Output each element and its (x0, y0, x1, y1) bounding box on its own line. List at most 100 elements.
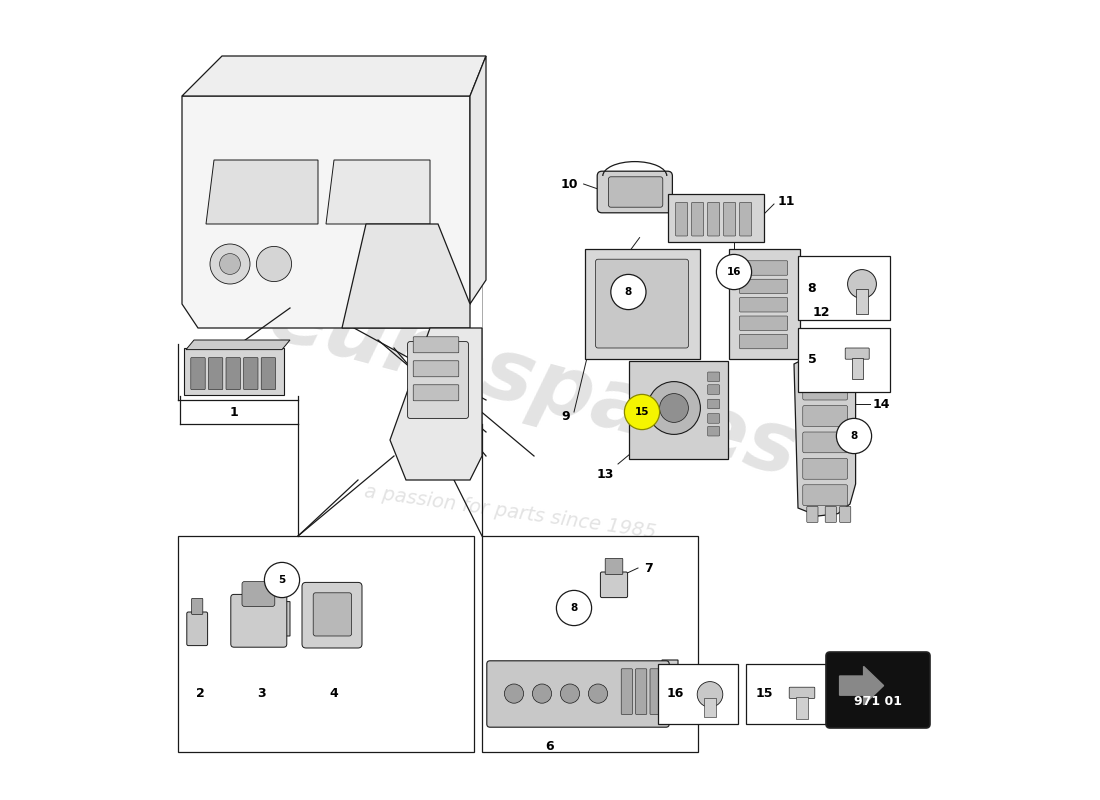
Bar (746, 664, 826, 724)
Text: 14: 14 (872, 398, 890, 410)
FancyBboxPatch shape (636, 669, 647, 714)
Polygon shape (390, 328, 482, 480)
FancyBboxPatch shape (803, 432, 848, 453)
Polygon shape (186, 340, 290, 350)
Text: 8: 8 (850, 431, 858, 441)
Text: a passion for parts since 1985: a passion for parts since 1985 (363, 482, 657, 542)
FancyBboxPatch shape (795, 697, 808, 719)
Bar (798, 328, 890, 392)
FancyBboxPatch shape (668, 194, 764, 242)
FancyBboxPatch shape (191, 598, 202, 614)
FancyBboxPatch shape (707, 399, 719, 409)
Polygon shape (342, 224, 470, 328)
Text: eurospares: eurospares (261, 274, 807, 494)
FancyBboxPatch shape (826, 652, 930, 728)
FancyBboxPatch shape (803, 485, 848, 506)
Text: 7: 7 (645, 562, 653, 574)
FancyBboxPatch shape (839, 506, 850, 522)
Circle shape (560, 684, 580, 703)
Text: 11: 11 (778, 195, 795, 208)
FancyBboxPatch shape (231, 594, 287, 647)
Circle shape (697, 682, 723, 707)
Text: 13: 13 (596, 468, 614, 481)
Circle shape (588, 684, 607, 703)
FancyBboxPatch shape (789, 687, 815, 698)
FancyBboxPatch shape (707, 426, 719, 436)
Polygon shape (182, 56, 486, 96)
FancyBboxPatch shape (414, 337, 459, 353)
Bar (178, 536, 474, 752)
FancyBboxPatch shape (707, 385, 719, 394)
FancyBboxPatch shape (739, 316, 788, 330)
Text: 8: 8 (571, 603, 578, 613)
Circle shape (836, 418, 871, 454)
Text: 15: 15 (635, 407, 649, 417)
FancyBboxPatch shape (704, 698, 716, 717)
Circle shape (256, 246, 292, 282)
Polygon shape (182, 96, 470, 328)
Text: 5: 5 (278, 575, 286, 585)
Circle shape (648, 382, 701, 434)
FancyBboxPatch shape (729, 249, 800, 359)
FancyBboxPatch shape (261, 358, 276, 390)
FancyBboxPatch shape (243, 358, 258, 390)
Text: 9: 9 (561, 410, 570, 422)
Circle shape (210, 244, 250, 284)
Text: 1: 1 (230, 406, 239, 419)
FancyBboxPatch shape (414, 385, 459, 401)
Circle shape (264, 562, 299, 598)
Text: 12: 12 (813, 306, 829, 318)
FancyBboxPatch shape (208, 358, 223, 390)
Text: 2: 2 (196, 687, 205, 700)
FancyBboxPatch shape (692, 202, 704, 236)
FancyBboxPatch shape (806, 506, 818, 522)
FancyBboxPatch shape (724, 202, 736, 236)
Circle shape (505, 684, 524, 703)
FancyBboxPatch shape (629, 361, 727, 459)
Polygon shape (839, 666, 883, 705)
Text: 15: 15 (756, 687, 773, 700)
Bar (658, 664, 738, 724)
FancyBboxPatch shape (707, 202, 719, 236)
FancyBboxPatch shape (856, 289, 868, 314)
FancyBboxPatch shape (601, 572, 628, 598)
FancyBboxPatch shape (187, 612, 208, 646)
FancyBboxPatch shape (803, 406, 848, 426)
FancyBboxPatch shape (707, 414, 719, 423)
FancyBboxPatch shape (803, 458, 848, 479)
Bar (482, 536, 698, 752)
Circle shape (848, 270, 877, 298)
FancyBboxPatch shape (739, 334, 788, 349)
Polygon shape (794, 356, 856, 516)
FancyBboxPatch shape (314, 593, 352, 636)
Circle shape (220, 254, 241, 274)
FancyBboxPatch shape (597, 171, 672, 213)
Text: 6: 6 (546, 740, 554, 753)
Text: 10: 10 (561, 178, 578, 190)
Circle shape (625, 394, 660, 430)
FancyBboxPatch shape (803, 379, 848, 400)
Text: 3: 3 (257, 687, 266, 700)
Text: 5: 5 (807, 354, 816, 366)
FancyBboxPatch shape (487, 661, 669, 727)
FancyBboxPatch shape (226, 358, 241, 390)
FancyBboxPatch shape (595, 259, 689, 348)
FancyBboxPatch shape (408, 342, 469, 418)
Circle shape (610, 274, 646, 310)
Text: 8: 8 (625, 287, 632, 297)
FancyBboxPatch shape (621, 669, 632, 714)
FancyBboxPatch shape (242, 582, 275, 606)
Circle shape (532, 684, 551, 703)
Polygon shape (206, 160, 318, 224)
FancyBboxPatch shape (185, 348, 284, 395)
Circle shape (557, 590, 592, 626)
Text: 8: 8 (807, 282, 816, 294)
FancyBboxPatch shape (302, 582, 362, 648)
FancyBboxPatch shape (675, 202, 688, 236)
FancyBboxPatch shape (739, 202, 751, 236)
FancyBboxPatch shape (608, 177, 663, 207)
Polygon shape (470, 56, 486, 304)
FancyBboxPatch shape (585, 249, 700, 359)
FancyBboxPatch shape (650, 669, 661, 714)
Text: 4: 4 (330, 687, 339, 700)
